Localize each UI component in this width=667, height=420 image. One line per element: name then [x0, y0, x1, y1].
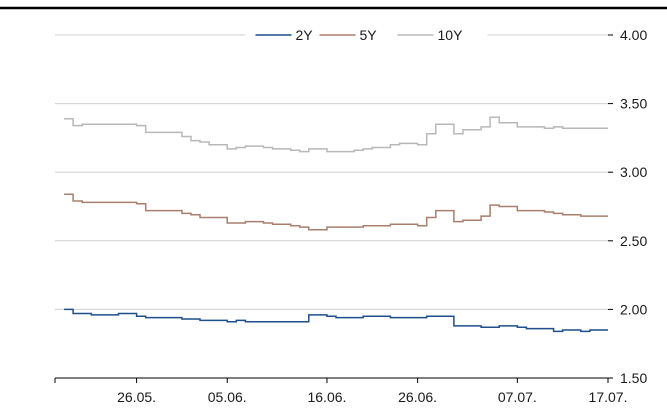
y-tick-label: 1.50 — [620, 370, 647, 386]
legend-label-10y: 10Y — [438, 27, 464, 43]
legend-background — [245, 25, 488, 45]
y-tick-label: 3.50 — [620, 96, 647, 112]
y-tick-label: 2.50 — [620, 233, 647, 249]
gridlines — [55, 34, 608, 310]
x-tick-label: 17.07. — [589, 389, 628, 405]
y-axis-ticks: 4.00 3.50 3.00 2.50 2.00 1.50 — [608, 27, 647, 386]
legend: 2Y 5Y 10Y — [245, 25, 488, 45]
x-tick-label: 16.06. — [307, 389, 346, 405]
series-line-2y — [64, 308, 608, 333]
series-lines — [64, 116, 608, 333]
x-tick-label: 26.06. — [398, 389, 437, 405]
y-tick-label: 2.00 — [620, 301, 647, 317]
y-tick-label: 3.00 — [620, 164, 647, 180]
legend-label-5y: 5Y — [360, 27, 378, 43]
legend-label-2y: 2Y — [296, 27, 314, 43]
x-tick-label: 05.06. — [208, 389, 247, 405]
series-line-10y — [64, 116, 608, 153]
x-tick-label: 26.05. — [117, 389, 156, 405]
x-tick-label: 07.07. — [498, 389, 537, 405]
series-line-5y — [64, 193, 608, 231]
y-tick-label: 4.00 — [620, 27, 647, 43]
x-axis-ticks: 26.05. 05.06. 16.06. 26.06. 07.07. 17.07. — [54, 378, 628, 405]
